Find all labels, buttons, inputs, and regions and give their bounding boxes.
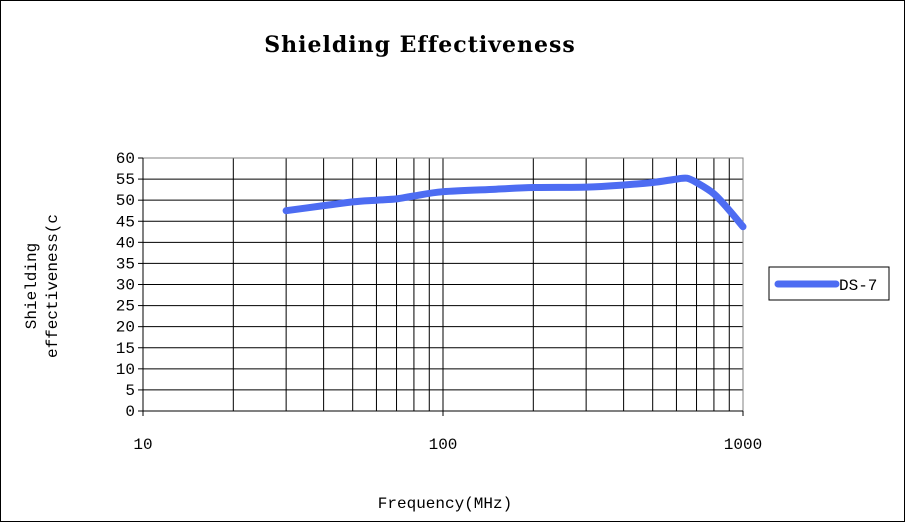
y-tick-label: 20: [116, 319, 135, 337]
y-tick-label: 25: [116, 298, 135, 316]
y-tick-label: 15: [116, 340, 135, 358]
y-axis-label: Shielding effectiveness(c: [23, 214, 62, 358]
y-tick-label: 40: [116, 234, 135, 252]
x-tick-label: 10: [133, 436, 152, 454]
y-tick-label: 30: [116, 277, 135, 295]
series-group: [282, 174, 747, 231]
y-tick-label: 5: [125, 382, 135, 400]
y-tick-label: 50: [116, 192, 135, 210]
y-tick-label: 35: [116, 255, 135, 273]
y-tick-label: 60: [116, 150, 135, 168]
x-tick-label: 1000: [724, 436, 762, 454]
y-tick-label: 0: [125, 403, 135, 421]
grid: [142, 157, 744, 412]
y-axis-label-line-1: Shielding: [23, 243, 41, 329]
legend: DS-7: [768, 266, 890, 301]
x-axis-label: Frequency(MHz): [378, 495, 512, 513]
y-tick-label: 55: [116, 171, 135, 189]
chart-title: Shielding Effectiveness: [264, 32, 576, 58]
y-axis-label-line-2: effectiveness(c: [44, 214, 62, 358]
x-axis: 10 100 1000: [133, 410, 762, 454]
series-line-ds-7: [282, 174, 747, 231]
y-axis: 0 5 10 15 20 25 30 35 40 45 50 55 60: [116, 150, 144, 421]
x-tick-label: 100: [429, 436, 458, 454]
y-tick-label: 45: [116, 213, 135, 231]
y-tick-label: 10: [116, 361, 135, 379]
legend-entry-ds-7: DS-7: [839, 277, 877, 295]
